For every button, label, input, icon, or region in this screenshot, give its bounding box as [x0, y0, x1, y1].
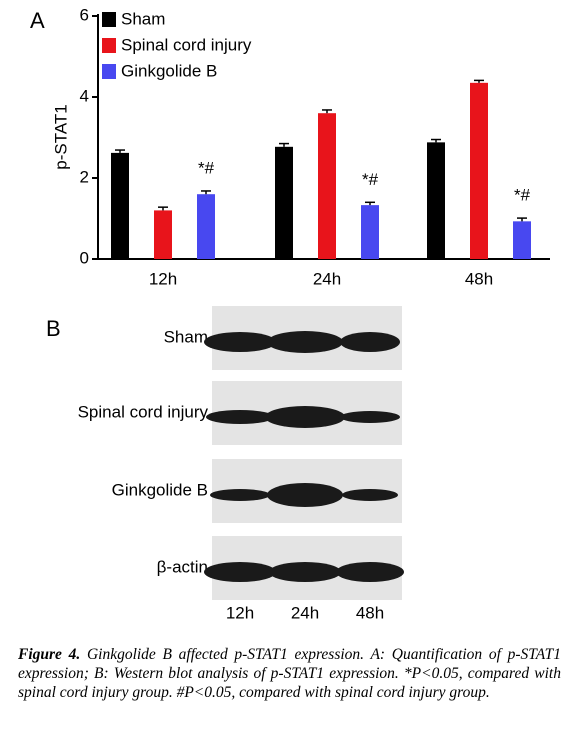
blot-lane-label: 12h	[226, 603, 254, 622]
panel-label: A	[30, 8, 45, 33]
blot-band	[204, 562, 276, 582]
legend-swatch	[102, 38, 116, 53]
blot-band	[210, 489, 270, 501]
bar	[361, 205, 379, 259]
blot-band	[204, 332, 276, 352]
annotation: *#	[514, 186, 531, 205]
caption-label: Figure 4.	[18, 646, 81, 663]
error-bar	[431, 138, 441, 143]
error-bar	[158, 206, 168, 211]
x-tick-label: 12h	[149, 269, 177, 288]
figure: A p-STAT1 B 0 2 4 6 *# *# *# 12h 24h 48h Sham Spina…	[30, 5, 550, 622]
legend-label: Ginkgolide B	[121, 61, 217, 80]
blot-band	[342, 489, 398, 501]
blot-row-label: Sham	[164, 327, 208, 346]
blot-band	[265, 406, 345, 428]
y-axis-label: p-STAT1	[51, 104, 70, 170]
error-bar	[517, 217, 527, 222]
blot-row-label: Ginkgolide B	[112, 480, 208, 499]
bar	[154, 210, 172, 259]
annotation: *#	[198, 158, 215, 177]
blot-row-label: β-actin	[157, 557, 208, 576]
blot-row-label: Spinal cord injury	[78, 402, 209, 421]
bar	[197, 194, 215, 259]
blot-lane-label: 24h	[291, 603, 319, 622]
error-bar	[322, 109, 332, 114]
error-bar	[365, 201, 375, 206]
error-bar	[201, 190, 211, 195]
legend-label: Spinal cord injury	[121, 35, 252, 54]
blot-band	[269, 562, 341, 582]
caption-text: Ginkgolide B affected p-STAT1 expression…	[18, 646, 561, 701]
caption: Figure 4. Ginkgolide B affected p-STAT1 …	[18, 645, 561, 702]
legend-swatch	[102, 64, 116, 79]
bar	[513, 221, 531, 259]
y-tick-label: 6	[80, 5, 89, 24]
blot-band	[336, 562, 404, 582]
blot-band	[206, 410, 274, 424]
error-bar	[115, 149, 125, 153]
bar	[318, 113, 336, 259]
panel-label: B	[46, 316, 61, 341]
blot-band	[340, 332, 400, 352]
blot-band	[267, 483, 343, 507]
bar	[111, 152, 129, 259]
annotation: *#	[362, 170, 379, 189]
legend-label: Sham	[121, 9, 165, 28]
error-bar	[279, 142, 289, 147]
error-bar	[474, 79, 484, 83]
y-tick-label: 2	[80, 167, 89, 186]
bar	[470, 82, 488, 259]
blot-band	[340, 411, 400, 423]
bar	[275, 146, 293, 259]
legend-swatch	[102, 12, 116, 27]
x-tick-label: 24h	[313, 269, 341, 288]
bar	[427, 142, 445, 259]
blot-band	[267, 331, 343, 353]
blot-lane-label: 48h	[356, 603, 384, 622]
x-tick-label: 48h	[465, 269, 493, 288]
y-tick-label: 0	[80, 248, 89, 267]
y-tick-label: 4	[80, 86, 89, 105]
